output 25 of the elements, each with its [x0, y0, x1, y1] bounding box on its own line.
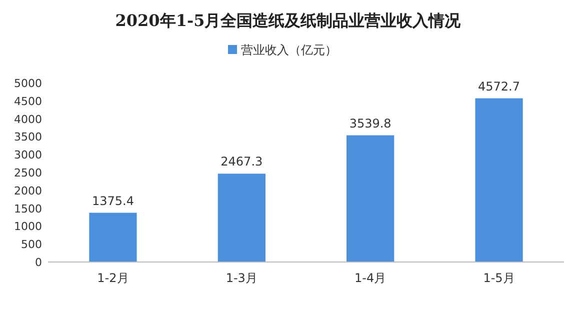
- data-label: 4572.7: [478, 79, 520, 94]
- y-tick-label: 1000: [14, 220, 42, 234]
- y-tick-label: 4500: [14, 94, 42, 108]
- y-tick-label: 1500: [14, 202, 42, 216]
- x-tick-label: 1-3月: [226, 271, 258, 285]
- y-tick-label: 0: [35, 256, 42, 269]
- bar: [475, 98, 523, 262]
- chart-title: 2020年1-5月全国造纸及纸制品业营业收入情况: [115, 11, 462, 30]
- bar: [346, 135, 394, 262]
- x-tick-label: 1-2月: [97, 271, 129, 285]
- y-tick-label: 3000: [14, 148, 42, 162]
- x-tick-label: 1-5月: [483, 271, 515, 285]
- y-tick-label: 2000: [14, 184, 42, 198]
- y-tick-label: 4000: [14, 112, 42, 126]
- x-tick-label: 1-4月: [354, 271, 386, 285]
- y-tick-label: 5000: [14, 77, 42, 90]
- bar: [89, 212, 137, 262]
- legend-label: 营业收入（亿元）: [241, 43, 337, 57]
- data-label: 2467.3: [220, 154, 263, 169]
- y-tick-label: 500: [21, 238, 42, 252]
- bar: [218, 174, 266, 262]
- y-tick-label: 2500: [14, 166, 42, 180]
- y-tick-label: 3500: [14, 130, 42, 144]
- data-label: 3539.8: [349, 116, 392, 130]
- data-label: 1375.4: [92, 194, 134, 208]
